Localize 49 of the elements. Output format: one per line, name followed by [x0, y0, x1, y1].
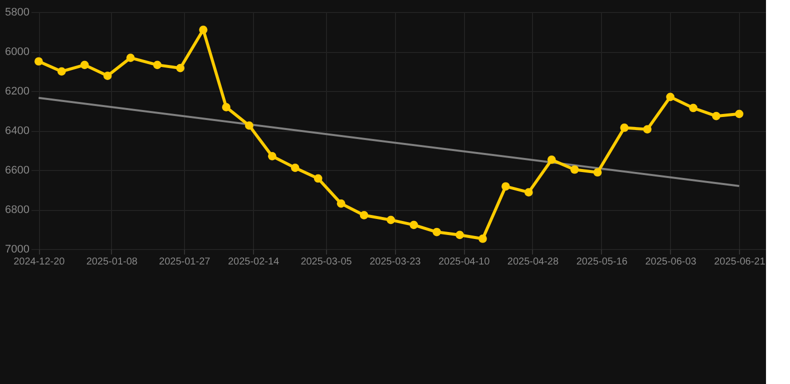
point [268, 152, 276, 160]
point [153, 60, 162, 70]
point [735, 110, 744, 118]
x-tick-label: 2024-12-20 [14, 256, 66, 268]
point [547, 156, 556, 164]
point [502, 182, 510, 191]
point [57, 67, 66, 76]
point [360, 211, 368, 220]
y-tick-label: 6000 [5, 46, 30, 58]
point [712, 112, 720, 120]
x-tick-label: 2025-06-21 [714, 256, 766, 268]
x-tick-label: 2025-03-23 [370, 256, 422, 268]
x-tick-label: 2025-02-14 [228, 256, 280, 268]
point [126, 54, 135, 62]
y-tick-label: 6400 [5, 125, 30, 137]
point [314, 174, 322, 183]
point [689, 104, 698, 112]
x-tick-label: 2025-01-08 [86, 256, 138, 268]
point [199, 26, 208, 34]
x-tick-label: 2025-01-27 [159, 256, 211, 268]
y-tick-label: 6800 [5, 204, 30, 216]
point [34, 57, 43, 66]
y-tick-label: 6200 [5, 86, 30, 98]
point [666, 92, 674, 102]
y-tick-label: 6600 [5, 164, 30, 176]
point [336, 199, 346, 208]
point [222, 103, 230, 112]
x-tick-label: 2025-04-10 [438, 256, 490, 268]
point [432, 228, 441, 236]
x-tick-label: 2025-05-16 [576, 256, 628, 268]
x-tick-label: 2025-04-28 [507, 256, 559, 268]
x-tick-label: 2025-03-05 [300, 256, 352, 268]
point [103, 72, 112, 80]
point [593, 168, 602, 177]
point [643, 125, 652, 134]
point [386, 216, 396, 224]
point [290, 164, 300, 172]
point [620, 124, 629, 132]
y-tick-label: 7000 [5, 244, 30, 256]
point [524, 188, 533, 196]
x-tick-label: 2025-06-03 [645, 256, 697, 268]
point [570, 165, 579, 174]
point [245, 121, 254, 130]
y-tick-label: 5800 [5, 6, 30, 18]
point [456, 230, 464, 240]
point [176, 64, 184, 72]
point [410, 220, 418, 230]
point [478, 234, 487, 243]
point [80, 60, 89, 70]
